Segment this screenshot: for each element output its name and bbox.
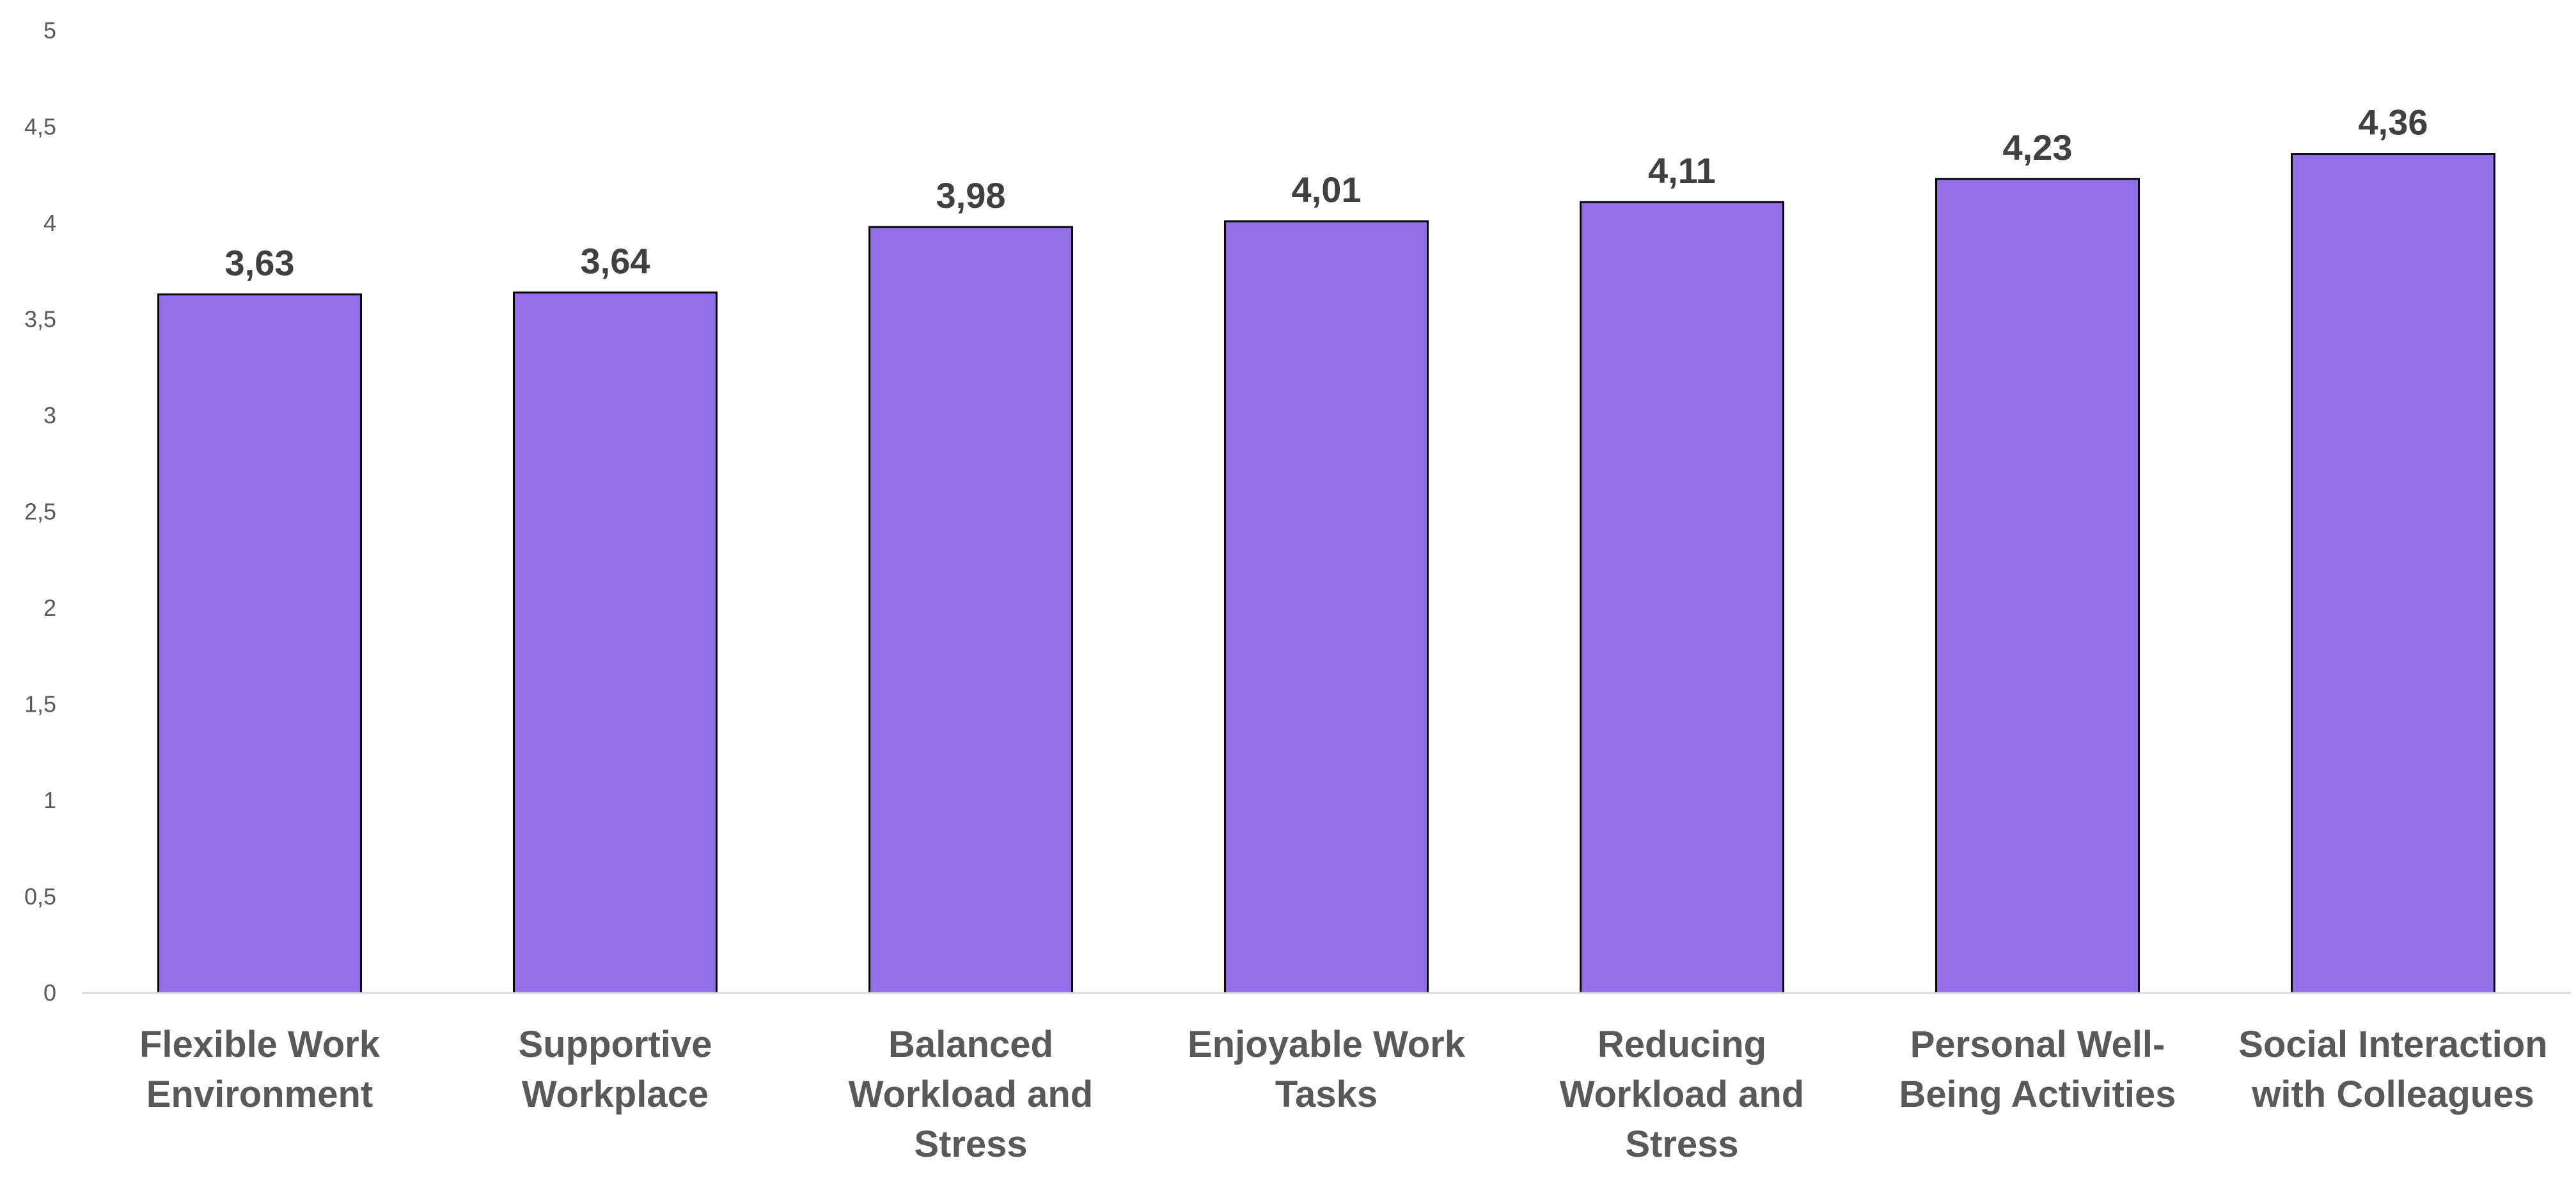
y-tick-label: 4	[43, 210, 56, 236]
bars	[157, 153, 2495, 994]
data-label: 3,63	[225, 242, 295, 283]
data-label: 3,64	[581, 240, 650, 281]
y-tick-label: 0,5	[24, 884, 56, 910]
bar	[157, 293, 362, 994]
y-axis: 0 0,5 1 1,5 2 2,5 3 3,5 4 4,5 5	[24, 17, 56, 1006]
y-tick-label: 1,5	[24, 691, 56, 717]
x-category-label: Social Interaction with Colleagues	[2238, 1024, 2547, 1115]
data-label: 4,11	[1648, 150, 1716, 191]
bar	[1580, 201, 1784, 994]
bar	[868, 226, 1073, 994]
x-category-label: Enjoyable Work Tasks	[1188, 1024, 1466, 1115]
x-category-label: Reducing Workload and Stress	[1560, 1024, 1804, 1165]
bar	[1224, 220, 1429, 994]
x-category-label: Supportive Workplace	[519, 1024, 712, 1115]
data-label: 4,23	[2003, 127, 2073, 168]
bar	[513, 291, 718, 994]
x-category-label: Personal Well-Being Activities	[1899, 1024, 2176, 1115]
x-category-label: Balanced Workload and Stress	[849, 1024, 1093, 1165]
y-tick-label: 2,5	[24, 499, 56, 525]
bar	[2291, 153, 2495, 994]
bar	[1935, 178, 2140, 994]
y-tick-label: 3,5	[24, 306, 56, 332]
y-tick-label: 5	[43, 17, 56, 43]
data-label: 4,01	[1292, 169, 1362, 210]
y-tick-label: 3	[43, 402, 56, 428]
x-axis: Flexible Work Environment Supportive Workpl…	[82, 992, 2571, 1165]
x-category-label: Flexible Work Environment	[139, 1024, 381, 1115]
data-label: 3,98	[936, 175, 1006, 215]
data-labels: 3,63 3,64 3,98 4,01 4,11 4,23 4,36	[225, 102, 2428, 283]
data-label: 4,36	[2359, 102, 2428, 143]
y-tick-label: 0	[43, 980, 56, 1006]
y-tick-label: 2	[43, 595, 56, 621]
y-tick-label: 4,5	[24, 114, 56, 140]
y-tick-label: 1	[43, 787, 56, 813]
